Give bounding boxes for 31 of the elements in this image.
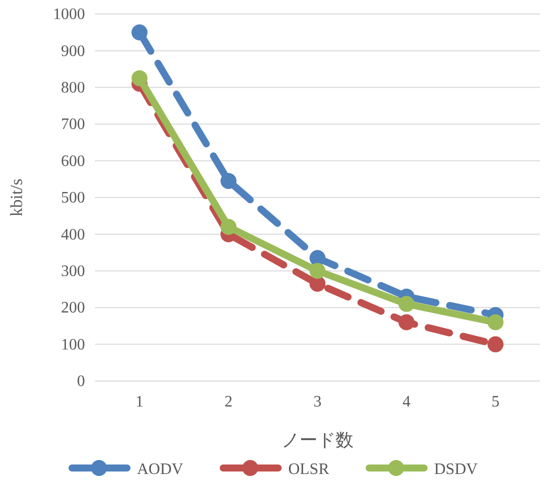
y-tick-label: 0 [77,373,85,390]
x-tick-label: 4 [402,393,410,410]
y-axis-title: kbit/s [7,178,26,216]
y-tick-label: 500 [61,190,85,207]
point [220,218,236,235]
point [398,314,414,330]
y-tick-label: 300 [61,263,85,280]
y-tick-label: 600 [61,152,85,170]
y-tick-label: 700 [61,116,85,134]
point [132,24,148,40]
legend-label: DSDV [434,461,478,478]
x-tick-label: 5 [492,393,500,410]
x-tick-label: 2 [224,393,232,410]
x-axis-title: ノード数 [282,430,354,450]
y-tick-label: 800 [61,80,85,97]
point [310,262,326,279]
y-tick-label: 900 [61,42,85,60]
point [220,172,236,189]
legend-label: AODV [137,461,184,478]
point [488,314,504,330]
point [398,296,414,312]
x-tick-label: 3 [314,393,322,410]
point [132,70,148,86]
y-tick-label: 400 [61,226,85,244]
point [310,250,326,266]
y-tick-label: 200 [61,300,85,317]
legend-label: OLSR [288,461,330,478]
y-tick-label: 100 [61,336,85,354]
point [488,336,504,352]
x-tick-label: 1 [136,393,144,410]
y-tick-label: 1000 [53,6,85,24]
